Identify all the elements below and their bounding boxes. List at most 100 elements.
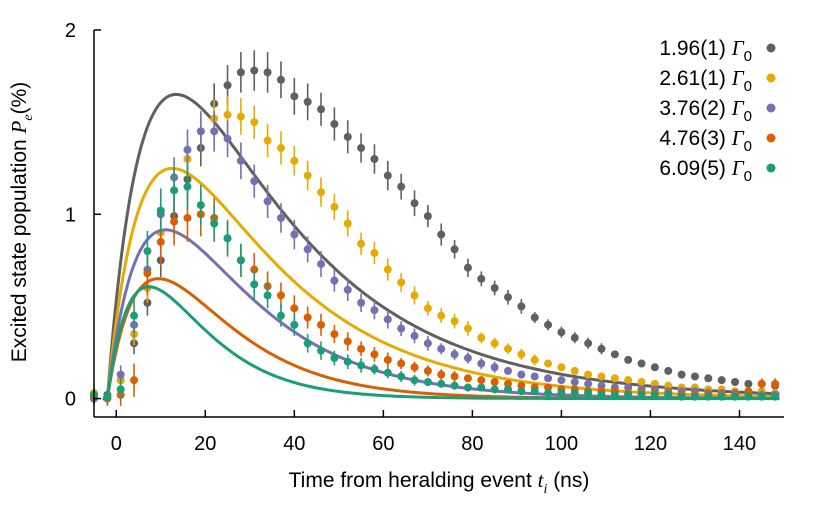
data-point xyxy=(236,112,245,121)
data-point xyxy=(610,390,619,399)
data-point xyxy=(437,344,446,353)
data-point xyxy=(410,291,419,300)
x-tick-label: 80 xyxy=(461,433,483,455)
data-point xyxy=(504,344,512,353)
data-point xyxy=(423,212,432,221)
data-point xyxy=(557,389,566,398)
data-point xyxy=(544,374,553,383)
data-point xyxy=(504,379,512,388)
data-point xyxy=(557,328,566,337)
data-point xyxy=(704,392,713,401)
data-point xyxy=(517,370,526,379)
data-point xyxy=(597,372,606,381)
data-point xyxy=(263,68,272,77)
data-point xyxy=(584,379,593,388)
data-point xyxy=(236,256,245,265)
data-point xyxy=(130,311,139,320)
series-2 xyxy=(90,111,780,405)
data-point xyxy=(557,363,566,372)
data-point xyxy=(624,383,633,392)
data-point xyxy=(597,390,606,399)
data-point xyxy=(357,298,366,307)
data-point xyxy=(490,363,499,372)
data-point xyxy=(116,385,125,394)
x-tick-label: 120 xyxy=(634,433,667,455)
data-point xyxy=(570,389,579,398)
data-point xyxy=(677,370,686,379)
data-point xyxy=(650,363,659,372)
data-point xyxy=(570,366,579,375)
data-point xyxy=(624,376,633,385)
data-point xyxy=(410,363,419,372)
legend-marker xyxy=(766,133,776,143)
data-point xyxy=(317,346,326,355)
data-point xyxy=(116,370,125,379)
data-point xyxy=(303,171,312,180)
data-point xyxy=(677,392,686,401)
data-point xyxy=(236,68,245,77)
data-point xyxy=(276,291,285,300)
legend-rate: 3.76(2) xyxy=(659,97,731,120)
data-point xyxy=(517,387,526,396)
series-3 xyxy=(90,192,780,406)
data-point xyxy=(437,379,446,388)
data-point xyxy=(530,355,539,364)
data-point xyxy=(544,359,553,368)
data-point xyxy=(276,311,285,320)
data-point xyxy=(570,333,579,342)
data-point xyxy=(490,377,499,386)
data-point xyxy=(637,359,646,368)
data-point xyxy=(517,350,526,359)
data-point xyxy=(156,206,165,215)
data-point xyxy=(450,317,459,326)
legend-gamma: Γ xyxy=(731,126,745,150)
data-point xyxy=(410,199,419,208)
data-point xyxy=(397,372,406,381)
data-point xyxy=(584,339,593,348)
data-point xyxy=(504,385,512,394)
data-point xyxy=(397,359,406,368)
data-point xyxy=(584,389,593,398)
legend-label: 1.96(1) Γ0 xyxy=(659,36,752,65)
data-point xyxy=(744,379,753,388)
data-point xyxy=(544,383,553,392)
data-point xyxy=(196,127,205,136)
data-point xyxy=(250,66,259,75)
data-point xyxy=(143,269,152,278)
legend-marker xyxy=(766,103,776,113)
legend-label: 3.76(2) Γ0 xyxy=(659,96,752,125)
fit-curve xyxy=(102,166,780,401)
data-point xyxy=(263,136,272,145)
legend-rate: 4.76(3) xyxy=(659,127,731,150)
data-point xyxy=(357,239,366,248)
x-tick-label: 140 xyxy=(723,433,756,455)
data-point xyxy=(544,320,553,329)
data-point xyxy=(330,354,339,363)
data-point xyxy=(490,339,499,348)
data-point xyxy=(183,213,192,222)
data-point xyxy=(463,263,472,272)
legend-rate: 2.61(1) xyxy=(659,67,731,90)
data-point xyxy=(223,134,232,143)
data-point xyxy=(463,374,472,383)
data-point xyxy=(530,387,539,396)
data-point xyxy=(544,389,553,398)
data-point xyxy=(610,374,619,383)
data-point xyxy=(463,354,472,363)
data-point xyxy=(330,330,339,339)
data-point xyxy=(370,365,379,374)
legend-gamma-sub: 0 xyxy=(744,138,752,155)
legend-gamma-sub: 0 xyxy=(744,168,752,185)
data-point xyxy=(624,355,633,364)
data-point xyxy=(637,390,646,399)
legend-label: 2.61(1) Γ0 xyxy=(659,66,752,95)
data-point xyxy=(383,265,392,274)
data-point xyxy=(610,350,619,359)
data-point xyxy=(410,376,419,385)
data-point xyxy=(650,379,659,388)
data-point xyxy=(664,390,673,399)
data-point xyxy=(557,376,566,385)
data-point xyxy=(170,186,179,195)
data-point xyxy=(423,366,432,375)
data-point xyxy=(717,376,726,385)
